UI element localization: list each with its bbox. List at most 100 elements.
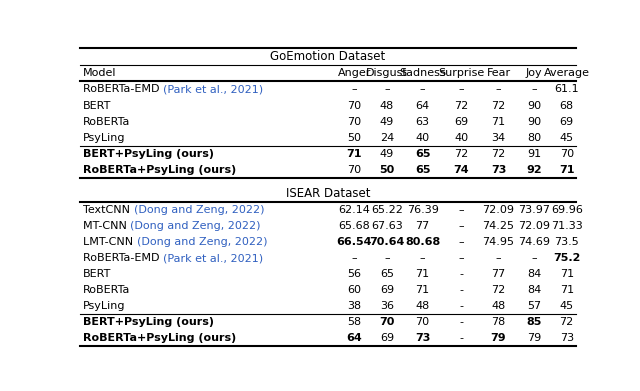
Text: 71: 71: [492, 117, 506, 127]
Text: 77: 77: [492, 269, 506, 279]
Text: 84: 84: [527, 285, 541, 295]
Text: -: -: [460, 285, 463, 295]
Text: -: -: [460, 317, 463, 327]
Text: 84: 84: [527, 269, 541, 279]
Text: 65.68: 65.68: [339, 221, 370, 231]
Text: 73.97: 73.97: [518, 205, 550, 215]
Text: 69: 69: [454, 117, 468, 127]
Text: Disgust: Disgust: [366, 68, 408, 79]
Text: –: –: [351, 84, 357, 95]
Text: 68: 68: [559, 100, 574, 111]
Text: 40: 40: [415, 133, 429, 143]
Text: 70: 70: [348, 117, 362, 127]
Text: 69: 69: [559, 117, 574, 127]
Text: 71: 71: [415, 285, 429, 295]
Text: 70: 70: [415, 317, 429, 327]
Text: –: –: [458, 253, 464, 263]
Text: 65: 65: [380, 269, 394, 279]
Text: 72: 72: [492, 149, 506, 159]
Text: 73: 73: [415, 334, 430, 343]
Text: 76.39: 76.39: [406, 205, 438, 215]
Text: 70: 70: [348, 100, 362, 111]
Text: 71: 71: [559, 269, 574, 279]
Text: 62.14: 62.14: [339, 205, 371, 215]
Text: 72.09: 72.09: [518, 221, 550, 231]
Text: GoEmotion Dataset: GoEmotion Dataset: [270, 50, 386, 63]
Text: –: –: [458, 237, 464, 247]
Text: 49: 49: [380, 149, 394, 159]
Text: 91: 91: [527, 149, 541, 159]
Text: RoBERTa: RoBERTa: [83, 285, 131, 295]
Text: 73: 73: [559, 334, 574, 343]
Text: 71: 71: [559, 285, 574, 295]
Text: –: –: [351, 253, 357, 263]
Text: (Park et al., 2021): (Park et al., 2021): [163, 84, 263, 95]
Text: 71: 71: [559, 165, 575, 175]
Text: –: –: [496, 84, 501, 95]
Text: 71.33: 71.33: [551, 221, 582, 231]
Text: 74: 74: [454, 165, 469, 175]
Text: 63: 63: [415, 117, 429, 127]
Text: 74.69: 74.69: [518, 237, 550, 247]
Text: 85: 85: [527, 317, 542, 327]
Text: Average: Average: [544, 68, 589, 79]
Text: -: -: [460, 269, 463, 279]
Text: 48: 48: [492, 301, 506, 311]
Text: PsyLing: PsyLing: [83, 133, 125, 143]
Text: 67.63: 67.63: [371, 221, 403, 231]
Text: –: –: [458, 84, 464, 95]
Text: 74.25: 74.25: [483, 221, 515, 231]
Text: 70: 70: [559, 149, 574, 159]
Text: 72: 72: [492, 100, 506, 111]
Text: 77: 77: [415, 221, 429, 231]
Text: 38: 38: [348, 301, 362, 311]
Text: -: -: [460, 334, 463, 343]
Text: 78: 78: [492, 317, 506, 327]
Text: RoBERTa-EMD: RoBERTa-EMD: [83, 253, 163, 263]
Text: 34: 34: [492, 133, 506, 143]
Text: RoBERTa-EMD: RoBERTa-EMD: [83, 84, 163, 95]
Text: MT-CNN: MT-CNN: [83, 221, 131, 231]
Text: 70.64: 70.64: [369, 237, 404, 247]
Text: 48: 48: [380, 100, 394, 111]
Text: TextCNN: TextCNN: [83, 205, 134, 215]
Text: BERT: BERT: [83, 269, 111, 279]
Text: 45: 45: [559, 133, 574, 143]
Text: RoBERTa+PsyLing (ours): RoBERTa+PsyLing (ours): [83, 165, 236, 175]
Text: 65: 65: [415, 149, 430, 159]
Text: 56: 56: [348, 269, 362, 279]
Text: 49: 49: [380, 117, 394, 127]
Text: LMT-CNN: LMT-CNN: [83, 237, 137, 247]
Text: 48: 48: [415, 301, 429, 311]
Text: 65.22: 65.22: [371, 205, 403, 215]
Text: (Park et al., 2021): (Park et al., 2021): [163, 253, 263, 263]
Text: 40: 40: [454, 133, 468, 143]
Text: 58: 58: [348, 317, 362, 327]
Text: 50: 50: [348, 133, 362, 143]
Text: 80.68: 80.68: [405, 237, 440, 247]
Text: 72: 72: [492, 285, 506, 295]
Text: –: –: [420, 253, 426, 263]
Text: 79: 79: [491, 334, 506, 343]
Text: –: –: [531, 84, 537, 95]
Text: 45: 45: [559, 301, 574, 311]
Text: (Dong and Zeng, 2022): (Dong and Zeng, 2022): [137, 237, 268, 247]
Text: Anger: Anger: [338, 68, 371, 79]
Text: 61.1: 61.1: [554, 84, 579, 95]
Text: 80: 80: [527, 133, 541, 143]
Text: 65: 65: [415, 165, 430, 175]
Text: PsyLing: PsyLing: [83, 301, 125, 311]
Text: Joy: Joy: [526, 68, 543, 79]
Text: 72: 72: [454, 149, 468, 159]
Text: Fear: Fear: [486, 68, 511, 79]
Text: 71: 71: [347, 149, 362, 159]
Text: 70: 70: [380, 317, 395, 327]
Text: Model: Model: [83, 68, 116, 79]
Text: ISEAR Dataset: ISEAR Dataset: [285, 187, 371, 200]
Text: Sadness: Sadness: [399, 68, 446, 79]
Text: 69: 69: [380, 285, 394, 295]
Text: 50: 50: [380, 165, 394, 175]
Text: RoBERTa+PsyLing (ours): RoBERTa+PsyLing (ours): [83, 334, 236, 343]
Text: 36: 36: [380, 301, 394, 311]
Text: –: –: [458, 221, 464, 231]
